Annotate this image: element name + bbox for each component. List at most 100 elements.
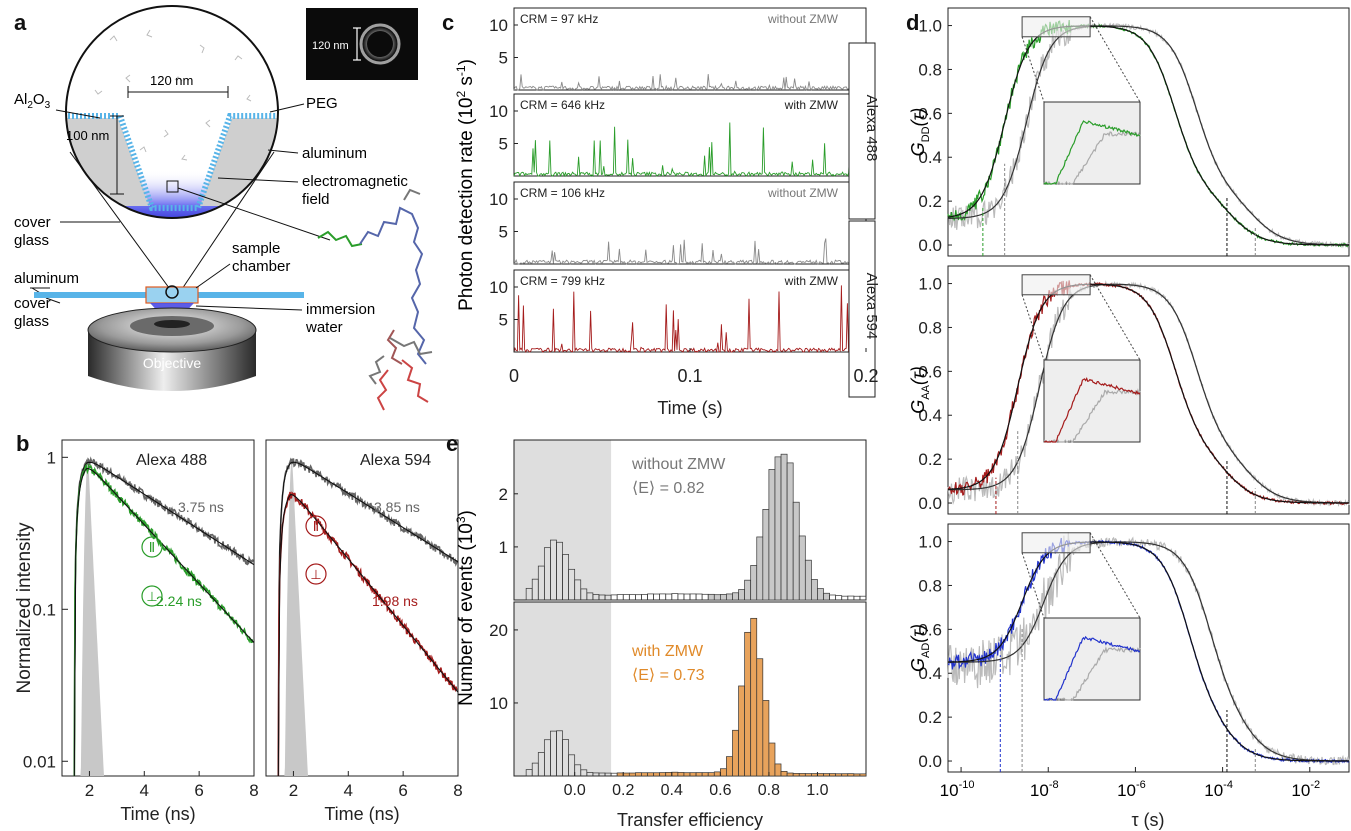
label-part: 2 (454, 91, 468, 98)
histogram-bar (847, 595, 855, 601)
plot-title: Alexa 594 (360, 452, 431, 469)
decay-trace (277, 457, 459, 777)
histogram-bar (628, 594, 636, 601)
histogram-bar (823, 773, 830, 777)
histogram-bar (677, 772, 685, 777)
x-tick-label: 4 (140, 781, 149, 800)
histogram-bar (853, 773, 861, 777)
histogram-bar (798, 535, 806, 601)
label-part: 10 (1030, 781, 1049, 800)
photon-trace (513, 122, 865, 178)
histogram-bar (750, 565, 758, 601)
y-tick-label: 0.01 (23, 752, 56, 771)
al2o3-label: Al2O3 (14, 91, 51, 111)
inset-trace-color (1043, 635, 1141, 701)
cover-glass-label-1b: glass (14, 232, 49, 249)
correlation-frame (947, 7, 1350, 257)
histogram-bar (841, 595, 849, 601)
y-axis-label: GAD(τ) (908, 624, 932, 672)
zoom-inset (1043, 617, 1141, 701)
zoom-connector (1089, 16, 1141, 103)
histogram-bar (671, 771, 679, 777)
y-tick-label: 0.2 (918, 192, 942, 211)
x-tick-label: 0.2 (612, 782, 634, 799)
x-axis-label: Transfer efficiency (617, 810, 763, 830)
em-field-label-2: field (302, 191, 330, 208)
y-tick-label: 1.0 (918, 275, 942, 294)
cover-glass-label-2: cover (14, 295, 51, 312)
photon-trace (513, 238, 865, 266)
label-part: -10 (959, 779, 975, 791)
x-tick-label: 0.6 (709, 782, 731, 799)
y-tick-label: 0.2 (918, 708, 942, 727)
x-tick-label: 0.4 (661, 782, 683, 799)
x-tick-label: 2 (289, 781, 298, 800)
histogram-bar (853, 595, 861, 601)
histogram-bar (774, 763, 782, 777)
correlation-fit-without-zmw (948, 541, 1349, 762)
panel-label-b: b (16, 431, 29, 456)
x-tick-label: 0.2 (853, 366, 878, 386)
condition-label: without ZMW (767, 12, 839, 26)
x-tick-label: 10-10 (940, 779, 975, 800)
histogram-bar (780, 453, 788, 601)
x-tick-label: 0 (509, 366, 519, 386)
crm-label: CRM = 97 kHz (520, 12, 598, 26)
histogram-bar (647, 772, 654, 777)
histogram-bar (713, 594, 721, 601)
histogram-bar (817, 773, 824, 777)
decay-fit (277, 493, 459, 777)
panel-c-traces: CRM = 97 kHz without ZMW 5 10 CRM = 646 kHz w… (454, 7, 880, 418)
y-tick-label: 0.4 (918, 148, 942, 167)
decay-fit (73, 467, 255, 777)
polarization-circle (305, 515, 327, 537)
label-part: 10 (1204, 781, 1223, 800)
histogram-bar (768, 469, 776, 601)
histogram-bar (701, 593, 709, 601)
histogram-bar (762, 509, 770, 601)
y-tick-label: 1.0 (918, 17, 942, 36)
label-part: G (908, 142, 928, 156)
histogram-bar (635, 772, 642, 777)
correlation-frame (947, 523, 1350, 773)
histogram-bar (804, 559, 812, 601)
label-part: AA (920, 384, 932, 399)
x-tick-label: 0.8 (758, 782, 780, 799)
label-part: 10 (1291, 781, 1310, 800)
correlation-fit-with-zmw (947, 283, 1349, 504)
mean-efficiency-label: ⟨E⟩ = 0.82 (632, 480, 705, 497)
histogram-bar (683, 772, 691, 777)
plot-frame (265, 439, 459, 777)
correlation-fit-with-zmw (947, 25, 1349, 246)
label-part: G (908, 400, 928, 414)
histogram-bar (756, 536, 764, 601)
histogram-bar (744, 631, 752, 777)
label-part: (τ) (908, 366, 928, 385)
histogram-bar (695, 772, 703, 777)
polarization-symbol: Ⅱ (313, 519, 319, 534)
label-part: (τ) (908, 624, 928, 643)
plot-title: Alexa 488 (136, 452, 207, 469)
photon-trace (513, 74, 865, 92)
histogram-bar (744, 579, 752, 601)
y-axis-label: Photon detection rate (102 s-1) (454, 59, 477, 311)
correlation-fit-without-zmw (948, 25, 1349, 246)
y-tick-label: 1 (499, 538, 508, 557)
histogram-bar (641, 594, 648, 601)
histogram-bar (804, 773, 812, 777)
cover-glass-label-2b: glass (14, 313, 49, 330)
histogram-bar (817, 588, 824, 601)
label-part: -4 (1223, 779, 1233, 791)
histogram-bar (738, 589, 745, 601)
inset-trace-color (1043, 120, 1141, 185)
y-tick-label: 10 (489, 278, 508, 297)
histogram-bar (610, 594, 618, 601)
histogram-bar (841, 773, 849, 777)
x-tick-label: 0.1 (677, 366, 702, 386)
panel-d-correlations: 0.00.20.40.60.81.0GDD(τ)0.00.20.40.60.81… (908, 7, 1350, 830)
label-part: Photon detection rate (10 (456, 98, 477, 311)
polarization-circle (305, 563, 327, 585)
inset-trace-gray (1043, 130, 1141, 186)
histogram-bar (829, 594, 837, 601)
histogram-bar (659, 772, 667, 777)
